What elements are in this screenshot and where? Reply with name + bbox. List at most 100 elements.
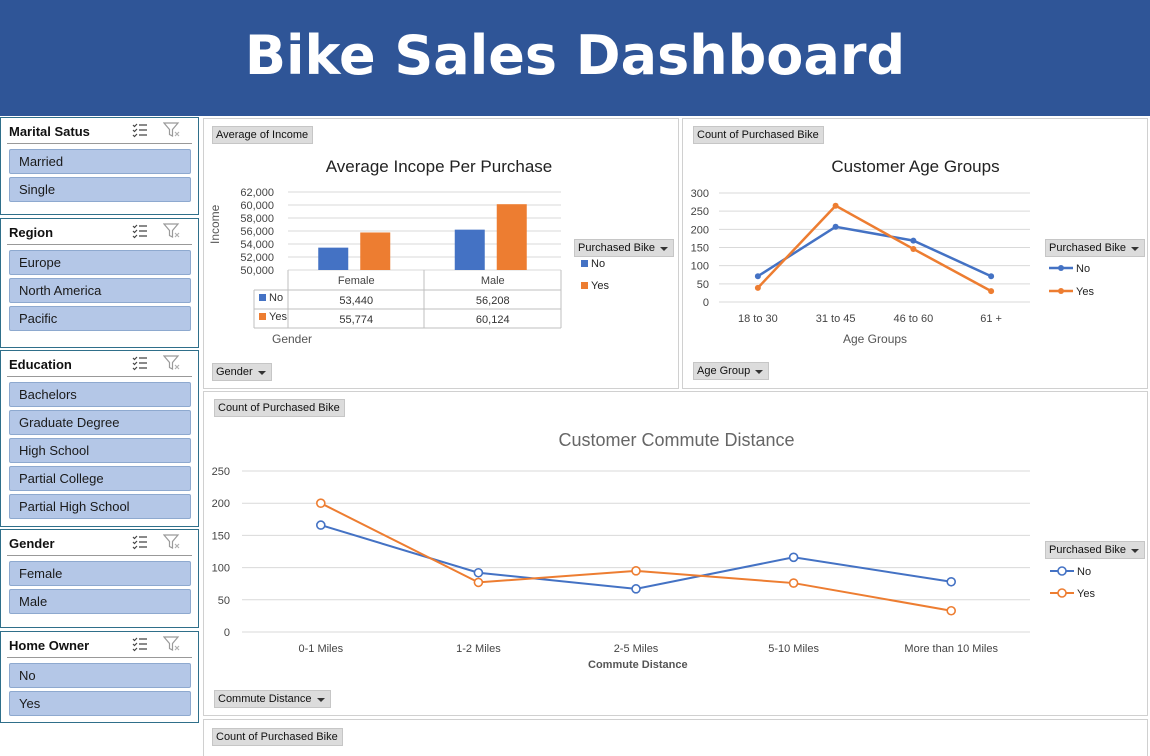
- y-tick-label: 200: [212, 498, 230, 510]
- slicer-header: Gender: [7, 530, 192, 556]
- x-axis-label: Gender: [272, 332, 313, 346]
- slicer-header: Region: [7, 219, 192, 245]
- slicer-header: Marital Satus: [7, 118, 192, 144]
- multi-select-icon[interactable]: [131, 121, 149, 139]
- data-point-yes: [316, 498, 326, 508]
- bar-yes-female: [360, 232, 391, 270]
- category-label: Male: [481, 275, 505, 287]
- y-tick-label: 54,000: [240, 239, 274, 251]
- data-point-no: [473, 567, 484, 578]
- bar-no-male: [454, 229, 485, 270]
- slicer-title: Gender: [9, 536, 55, 551]
- data-point-no: [832, 223, 839, 230]
- data-point-yes: [988, 288, 995, 295]
- data-point-yes: [788, 578, 799, 588]
- y-tick-label: 60,000: [240, 200, 274, 212]
- slicer-item-europe[interactable]: Europe: [9, 250, 191, 275]
- series-line-yes: [756, 204, 992, 293]
- x-tick-label: 61 +: [980, 313, 1002, 325]
- y-axis-label: Income: [208, 204, 222, 244]
- slicer-home-owner: Home Owner No Yes: [0, 631, 199, 723]
- y-tick-label: 200: [691, 224, 709, 236]
- legend-key-no: [259, 294, 266, 301]
- data-point-yes: [946, 605, 957, 616]
- y-tick-label: 0: [224, 627, 230, 639]
- legend-label: No: [1077, 566, 1091, 578]
- value-field-button[interactable]: Average of Income: [212, 126, 314, 144]
- axis-field-dropdown[interactable]: Commute Distance: [214, 690, 331, 708]
- data-point-yes: [754, 284, 761, 291]
- value-field-button[interactable]: Count of Purchased Bike: [212, 728, 343, 746]
- value-field-button[interactable]: Count of Purchased Bike: [693, 126, 824, 144]
- age-chart-title: Customer Age Groups: [831, 157, 1000, 176]
- y-tick-label: 100: [212, 563, 230, 575]
- legend-field-dropdown[interactable]: Purchased Bike: [574, 239, 675, 257]
- x-axis-label: Commute Distance: [588, 659, 688, 671]
- bar-yes-male: [496, 204, 527, 270]
- commute-chart-panel: Count of Purchased Bike Customer Commute…: [203, 391, 1148, 716]
- y-tick-label: 62,000: [240, 187, 274, 199]
- y-tick-label: 50: [218, 595, 230, 607]
- multi-select-icon[interactable]: [131, 222, 149, 240]
- slicer-item-yes[interactable]: Yes: [9, 691, 191, 716]
- multi-select-icon[interactable]: [131, 533, 149, 551]
- data-point-no: [316, 520, 326, 530]
- x-tick-label: 5-10 Miles: [768, 643, 819, 655]
- multi-select-icon[interactable]: [131, 354, 149, 372]
- series-line-no: [320, 524, 952, 590]
- income-chart-panel: Average of Income Average Incope Per Pur…: [203, 118, 679, 389]
- bar-no-female: [318, 247, 349, 270]
- slicer-item-male[interactable]: Male: [9, 589, 191, 614]
- x-tick-label: 1-2 Miles: [456, 643, 501, 655]
- clear-filter-icon[interactable]: [162, 222, 181, 240]
- legend-key-yes: [259, 313, 266, 320]
- y-tick-label: 100: [691, 261, 709, 273]
- clear-filter-icon[interactable]: [162, 354, 181, 372]
- legend-label: Yes: [1077, 588, 1095, 600]
- clear-filter-icon[interactable]: [162, 635, 181, 653]
- legend-label: Yes: [591, 280, 609, 292]
- x-tick-label: More than 10 Miles: [904, 643, 998, 655]
- slicer-item-graduate-degree[interactable]: Graduate Degree: [9, 410, 191, 435]
- slicer-title: Marital Satus: [9, 124, 90, 139]
- slicer-item-married[interactable]: Married: [9, 149, 191, 174]
- legend-field-dropdown[interactable]: Purchased Bike: [1045, 541, 1146, 559]
- table-cell-value: 55,774: [339, 314, 373, 326]
- slicer-item-partial-high-school[interactable]: Partial High School: [9, 494, 191, 519]
- x-tick-label: 18 to 30: [738, 313, 778, 325]
- y-tick-label: 58,000: [240, 213, 274, 225]
- data-point-no: [754, 273, 761, 280]
- legend-marker-no: [1057, 566, 1067, 576]
- slicer-item-single[interactable]: Single: [9, 177, 191, 202]
- slicer-header: Home Owner: [7, 632, 192, 658]
- legend-field-dropdown[interactable]: Purchased Bike: [1045, 239, 1146, 257]
- slicer-item-partial-college[interactable]: Partial College: [9, 466, 191, 491]
- y-tick-label: 50: [697, 279, 709, 291]
- slicer-item-pacific[interactable]: Pacific: [9, 306, 191, 331]
- data-point-no: [631, 584, 641, 594]
- x-tick-label: 0-1 Miles: [298, 643, 343, 655]
- slicer-item-north-america[interactable]: North America: [9, 278, 191, 303]
- legend-marker-yes: [1057, 588, 1067, 598]
- slicer-item-high-school[interactable]: High School: [9, 438, 191, 463]
- clear-filter-icon[interactable]: [162, 533, 181, 551]
- axis-field-dropdown[interactable]: Gender: [212, 363, 272, 381]
- table-cell-value: 60,124: [476, 314, 510, 326]
- slicer-item-female[interactable]: Female: [9, 561, 191, 586]
- slicer-title: Education: [9, 357, 72, 372]
- series-line-yes: [320, 502, 952, 612]
- table-row-label: Yes: [269, 311, 287, 323]
- slicer-item-bachelors[interactable]: Bachelors: [9, 382, 191, 407]
- slicer-item-no[interactable]: No: [9, 663, 191, 688]
- y-tick-label: 50,000: [240, 265, 274, 277]
- category-label: Female: [338, 275, 375, 287]
- series-line-no: [757, 225, 992, 278]
- value-field-button[interactable]: Count of Purchased Bike: [214, 399, 345, 417]
- clear-filter-icon[interactable]: [162, 121, 181, 139]
- legend-label: No: [1076, 263, 1090, 275]
- axis-field-dropdown[interactable]: Age Group: [693, 362, 770, 380]
- y-tick-label: 250: [691, 206, 709, 218]
- legend-marker-yes: [581, 282, 588, 289]
- table-row-label: No: [269, 292, 283, 304]
- multi-select-icon[interactable]: [131, 635, 149, 653]
